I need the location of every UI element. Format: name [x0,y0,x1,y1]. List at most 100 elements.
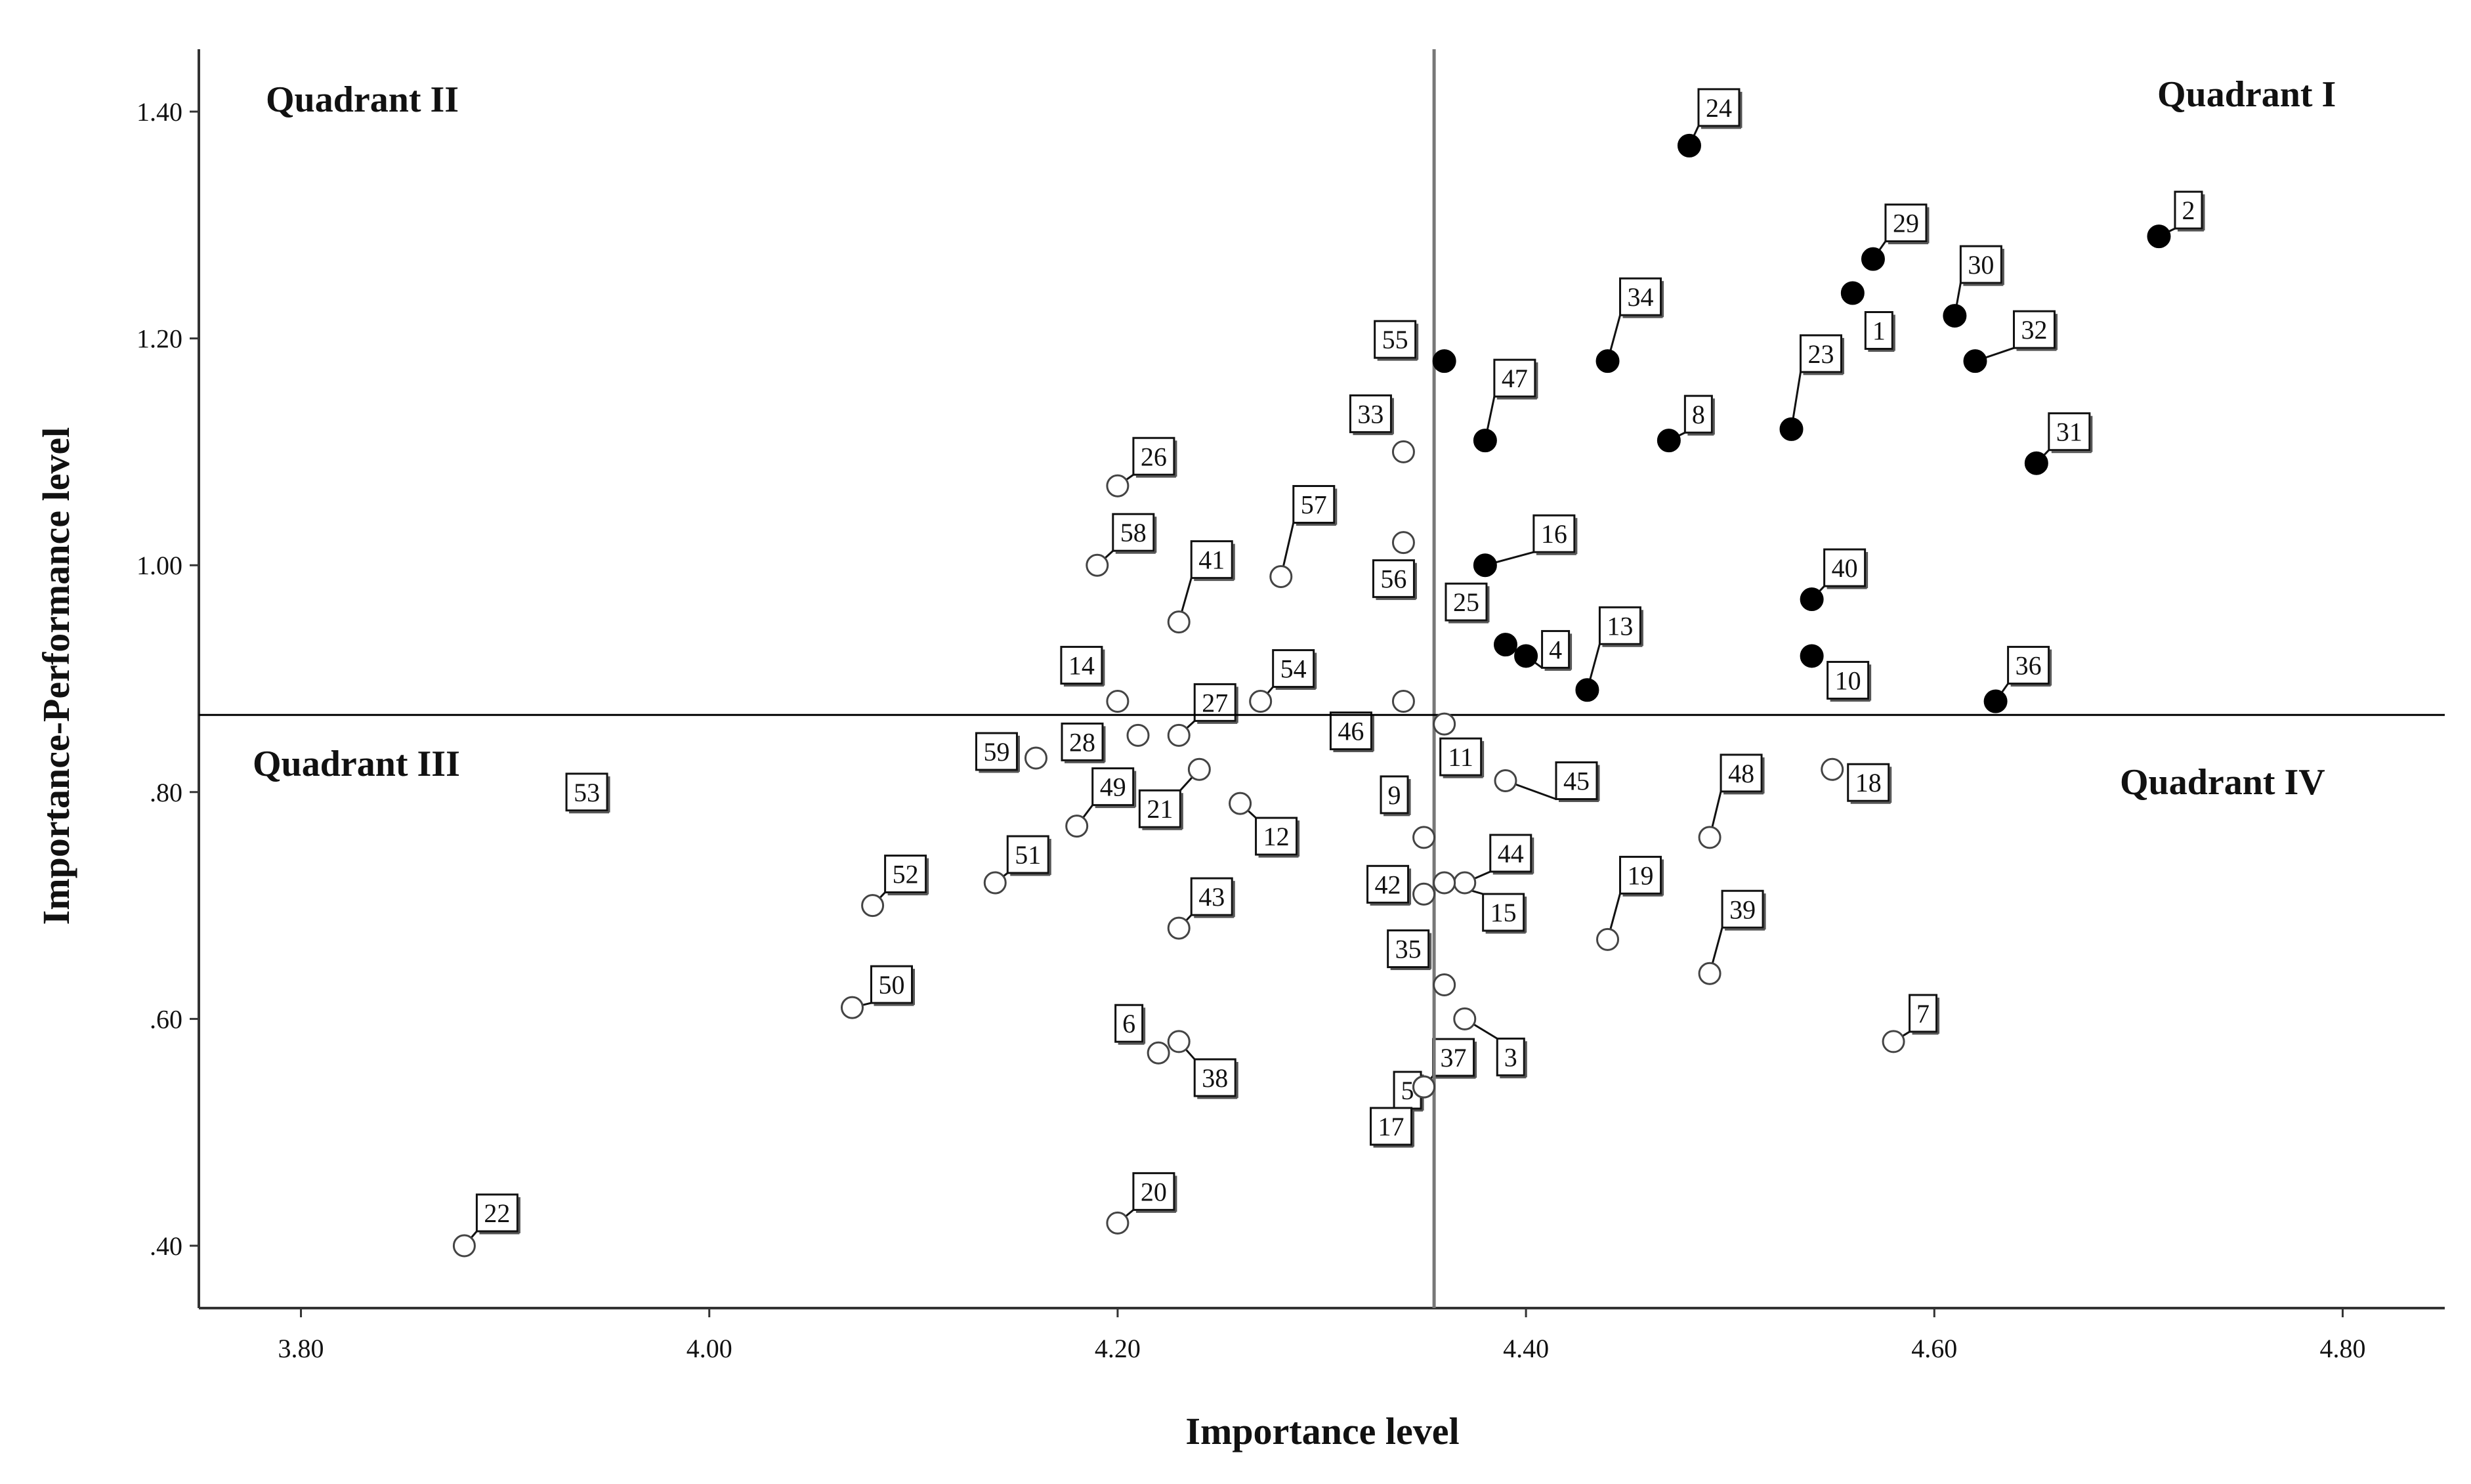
point-label-20: 20 [1116,1172,1177,1224]
point-label-12: 12 [1239,802,1300,858]
point-48-marker [1698,826,1721,849]
point-label-22: 22 [463,1193,520,1246]
point-14-marker [1106,690,1130,713]
point-30-marker [1943,304,1967,328]
point-43-marker [1167,916,1191,940]
label-box [1329,711,1372,751]
quadrant-iv-label: Quadrant IV [2120,762,2325,803]
point-7-marker [1882,1030,1905,1053]
label-box [1255,816,1298,856]
point-label-25: 25 [1445,582,1490,624]
point-label-text: 56 [1380,564,1406,594]
point-label-text: 29 [1893,209,1919,238]
label-box [1864,311,1893,350]
point-41-marker [1167,610,1191,634]
point-label-text: 49 [1100,773,1126,802]
label-box [1884,203,1928,243]
label-box [1482,893,1525,932]
point-label-text: 55 [1382,325,1408,354]
label-box [1827,660,1870,700]
point-label-28: 28 [1061,722,1106,763]
label-box [2174,190,2203,230]
point-10-marker [1800,644,1824,668]
point-label-text: 16 [1541,519,1567,549]
point-23-marker [1779,417,1804,441]
y-tick-label: .60 [150,1004,182,1034]
x-tick-label: 4.80 [2319,1334,2365,1363]
label-box [1190,877,1233,916]
point-label-text: 47 [1502,364,1528,393]
y-tick-label: .80 [150,778,182,807]
point-label-text: 51 [1015,840,1041,870]
point-4-marker [1514,644,1538,668]
label-box [1697,88,1741,127]
point-label-text: 3 [1504,1042,1517,1072]
label-box [1292,484,1336,524]
quadrant-i-label: Quadrant I [2157,74,2336,115]
point-label-50: 50 [852,965,915,1009]
label-box [1541,629,1571,669]
point-49-marker [1065,815,1089,838]
point-label-9: 9 [1380,775,1411,816]
point-label-text: 41 [1198,545,1225,575]
point-label-text: 12 [1263,822,1290,851]
point-label-29: 29 [1872,203,1930,260]
point-33-marker [1391,440,1415,463]
point-label-45: 45 [1505,761,1600,803]
label-box [2048,412,2091,452]
label-box [1061,722,1104,761]
point-label-text: 53 [574,778,600,807]
point-label-text: 46 [1338,717,1364,746]
label-box [1532,514,1576,553]
point-label-text: 13 [1607,611,1633,641]
point-label-56: 56 [1372,559,1417,601]
point-label-text: 25 [1453,587,1479,617]
label-box [1823,548,1867,587]
point-31-marker [2024,451,2048,475]
point-label-text: 11 [1448,742,1473,772]
point-label-19: 19 [1607,855,1664,940]
point-label-43: 43 [1178,877,1235,929]
label-box [1800,334,1843,373]
point-label-text: 1 [1872,316,1886,346]
x-axis-title: Importance level [1185,1410,1459,1452]
point-label-23: 23 [1790,334,1845,430]
point-47-marker [1473,429,1497,453]
point-29-marker [1861,247,1885,271]
point-22-marker [452,1234,476,1258]
label-box [870,965,913,1004]
x-tick-label: 4.20 [1095,1334,1141,1363]
point-label-57: 57 [1280,484,1338,577]
point-label-text: 57 [1301,490,1327,519]
point-20-marker [1106,1211,1130,1235]
point-label-53: 53 [565,773,610,814]
point-16-marker [1473,553,1497,578]
point-label-text: 26 [1141,442,1167,471]
point-label-text: 58 [1120,518,1147,547]
point-35-marker [1433,973,1456,997]
label-box [565,773,608,812]
point-label-1: 1 [1864,311,1895,352]
point-32-marker [1963,349,1987,373]
point-59-marker [1024,746,1047,770]
point-label-4: 4 [1525,629,1573,671]
label-box [1721,889,1764,929]
point-label-text: 8 [1692,400,1705,429]
label-box [475,1193,518,1233]
point-label-text: 44 [1498,839,1524,868]
label-box [1619,855,1662,895]
label-box [1959,245,2002,284]
point-label-text: 7 [1916,999,1930,1028]
label-box [1380,775,1409,815]
point-9-marker [1412,826,1436,849]
point-label-21: 21 [1138,769,1200,830]
point-label-text: 39 [1729,895,1756,924]
point-label-52: 52 [872,855,929,906]
x-tick-label: 3.80 [278,1334,324,1363]
point-40-marker [1800,587,1824,612]
point-label-26: 26 [1117,436,1177,487]
label-box [1132,436,1175,476]
point-label-text: 14 [1068,651,1095,681]
y-tick-label: 1.40 [137,97,182,127]
point-3-marker [1453,1007,1477,1030]
